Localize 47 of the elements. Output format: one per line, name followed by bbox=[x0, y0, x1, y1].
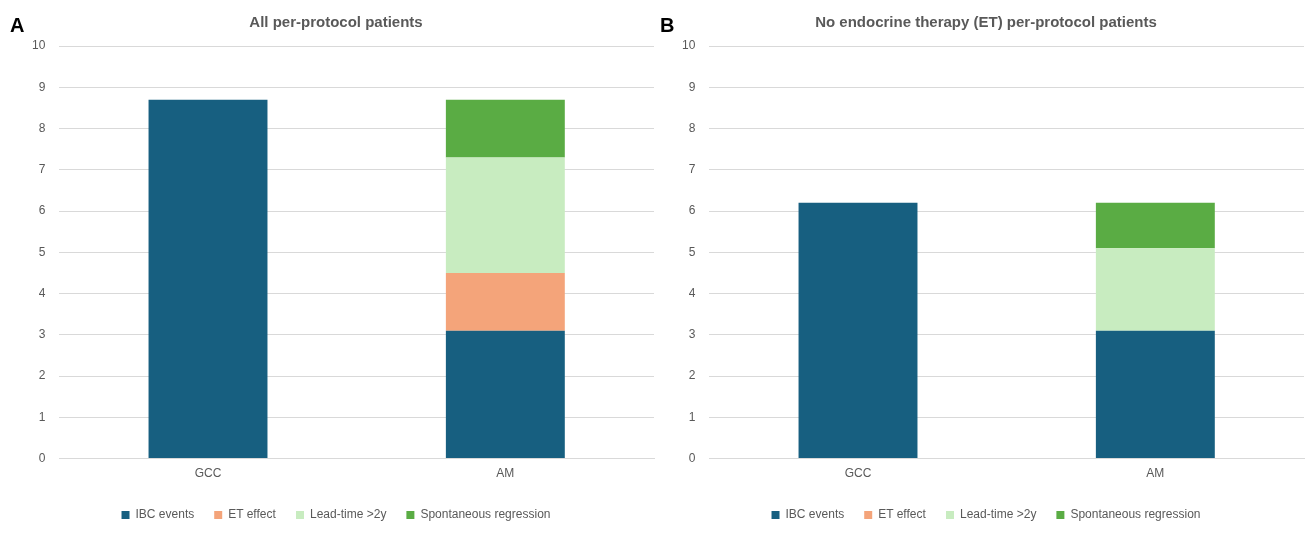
y-tick-label: 2 bbox=[688, 368, 696, 383]
y-tick-label: 2 bbox=[38, 368, 46, 383]
y-tick-label: 9 bbox=[38, 79, 46, 94]
legend-label: Lead-time >2y bbox=[310, 507, 387, 522]
x-tick-label: AM bbox=[1146, 466, 1165, 481]
y-tick-label: 10 bbox=[681, 38, 696, 53]
bar bbox=[798, 202, 918, 459]
legend-label: Spontaneous regression bbox=[420, 507, 551, 522]
legend-label: IBC events bbox=[135, 507, 195, 522]
text: B bbox=[660, 14, 675, 37]
legend-label: ET effect bbox=[228, 507, 277, 522]
y-tick-label: 8 bbox=[38, 120, 46, 135]
y-tick-label: 1 bbox=[38, 409, 46, 424]
bar bbox=[445, 272, 565, 331]
y-tick-label: 3 bbox=[688, 327, 696, 342]
bar bbox=[445, 157, 565, 273]
y-tick-label: 0 bbox=[688, 450, 696, 465]
legend-label: Spontaneous regression bbox=[1070, 507, 1201, 522]
y-tick-label: 6 bbox=[38, 203, 46, 218]
y-tick-label: 9 bbox=[688, 79, 696, 94]
bar bbox=[1095, 248, 1215, 331]
legend-label: IBC events bbox=[785, 507, 845, 522]
legend-label: Lead-time >2y bbox=[960, 507, 1037, 522]
legend-label: ET effect bbox=[878, 507, 927, 522]
bar bbox=[148, 99, 268, 459]
y-tick-label: 7 bbox=[38, 162, 46, 177]
bar bbox=[445, 99, 565, 158]
bar bbox=[1095, 202, 1215, 249]
x-tick-label: GCC bbox=[194, 466, 222, 481]
text: A bbox=[10, 14, 25, 37]
chart-title: All per-protocol patients bbox=[249, 13, 423, 31]
y-tick-label: 6 bbox=[688, 203, 696, 218]
bar bbox=[445, 330, 565, 459]
y-tick-label: 5 bbox=[688, 244, 696, 259]
y-tick-label: 1 bbox=[688, 409, 696, 424]
y-tick-label: 8 bbox=[688, 120, 696, 135]
y-tick-label: 3 bbox=[38, 327, 46, 342]
y-tick-label: 4 bbox=[688, 285, 696, 300]
y-tick-label: 0 bbox=[38, 450, 46, 465]
y-tick-label: 5 bbox=[38, 244, 46, 259]
chart-title: No endocrine therapy (ET) per-protocol patients bbox=[815, 13, 1157, 31]
bar bbox=[1095, 330, 1215, 459]
y-tick-label: 7 bbox=[688, 162, 696, 177]
x-tick-label: GCC bbox=[844, 466, 872, 481]
y-tick-label: 10 bbox=[31, 38, 46, 53]
y-tick-label: 4 bbox=[38, 285, 46, 300]
x-tick-label: AM bbox=[496, 466, 515, 481]
